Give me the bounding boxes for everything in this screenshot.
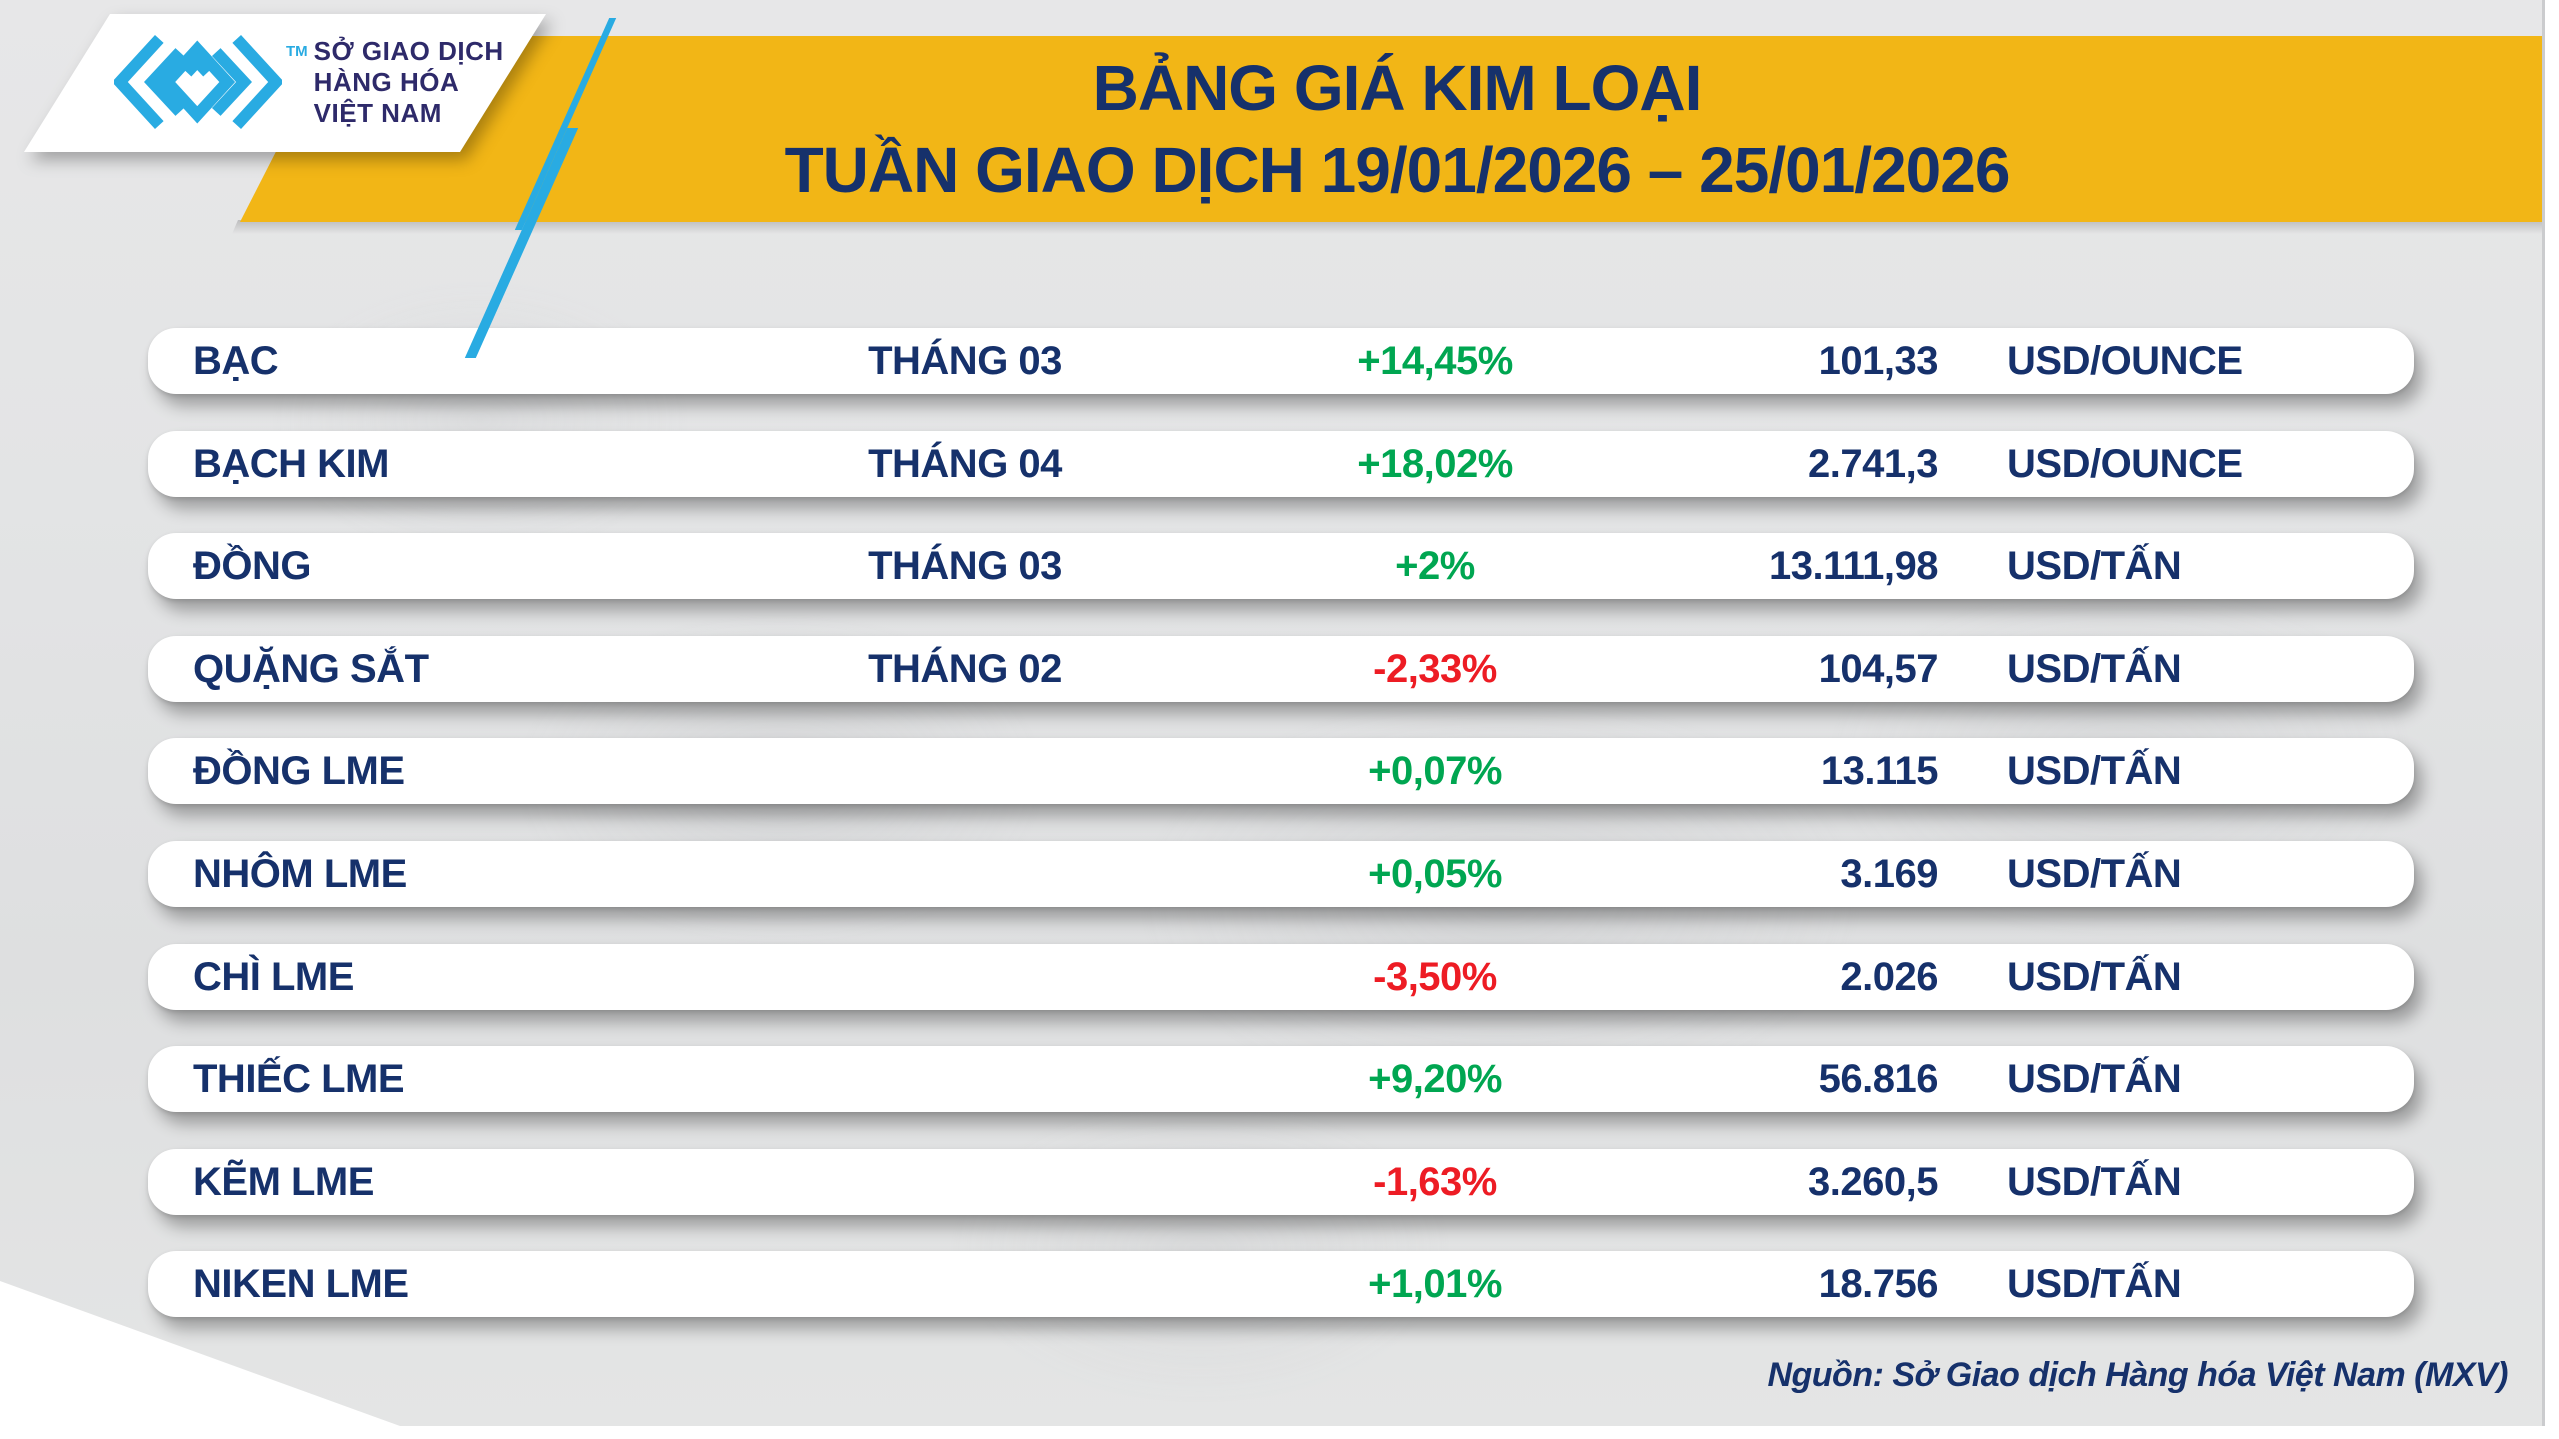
price-unit: USD/TẤN bbox=[2007, 544, 2182, 589]
weekly-change: +14,45% bbox=[1357, 339, 1513, 383]
exchange-name: SỞ GIAO DỊCH HÀNG HÓA VIỆT NAM bbox=[314, 36, 504, 129]
contract-month: THÁNG 03 bbox=[868, 339, 1062, 383]
weekly-change: +9,20% bbox=[1368, 1057, 1502, 1102]
price-value: 18.756 bbox=[1818, 1262, 1939, 1307]
weekly-change: +2% bbox=[1395, 544, 1475, 589]
commodity-name: BẠC bbox=[193, 339, 279, 383]
table-row: ĐỒNG LME +0,07% 13.115 USD/TẤN bbox=[148, 738, 2414, 805]
weekly-change: -2,33% bbox=[1373, 646, 1497, 691]
price-unit: USD/TẤN bbox=[2007, 1159, 2182, 1204]
page-title: BẢNG GIÁ KIM LOẠI bbox=[1092, 52, 1703, 124]
contract-month bbox=[665, 944, 1265, 1010]
price-value: 13.115 bbox=[1820, 749, 1939, 794]
price-unit: USD/TẤN bbox=[2007, 852, 2182, 896]
table-row: THIẾC LME +9,20% 56.816 USD/TẤN bbox=[148, 1046, 2414, 1113]
title-banner: BẢNG GIÁ KIM LOẠI TUẦN GIAO DỊCH 19/01/2… bbox=[240, 36, 2542, 222]
price-value: 56.816 bbox=[1818, 1057, 1939, 1102]
weekly-change: -3,50% bbox=[1373, 954, 1497, 999]
contract-month bbox=[665, 841, 1265, 907]
banner-shadow bbox=[232, 220, 2542, 234]
contract-month: THÁNG 04 bbox=[868, 441, 1062, 486]
price-value: 104,57 bbox=[1818, 646, 1939, 691]
table-row: QUẶNG SẮT THÁNG 02 -2,33% 104,57 USD/TẤN bbox=[148, 635, 2414, 702]
contract-month bbox=[665, 1046, 1265, 1112]
commodity-name: ĐỒNG bbox=[193, 544, 312, 589]
trademark-mark: TM bbox=[286, 42, 308, 60]
page-subtitle: TUẦN GIAO DỊCH 19/01/2026 – 25/01/2026 bbox=[784, 134, 2011, 206]
table-row: BẠCH KIM THÁNG 04 +18,02% 2.741,3 USD/OU… bbox=[148, 430, 2414, 497]
weekly-change: +0,05% bbox=[1368, 852, 1502, 896]
logo-group: TM SỞ GIAO DỊCH HÀNG HÓA VIỆT NAM bbox=[114, 32, 504, 132]
contract-month bbox=[665, 738, 1265, 804]
exchange-name-line1: SỞ GIAO DỊCH bbox=[313, 35, 504, 66]
commodity-name: NIKEN LME bbox=[193, 1262, 409, 1307]
exchange-name-line2: HÀNG HÓA bbox=[313, 66, 460, 97]
table-row: KẼM LME -1,63% 3.260,5 USD/TẤN bbox=[148, 1148, 2414, 1215]
price-value: 2.741,3 bbox=[1808, 441, 1938, 486]
commodity-name: NHÔM LME bbox=[193, 852, 407, 896]
exchange-name-line3: VIỆT NAM bbox=[313, 97, 442, 128]
price-unit: USD/TẤN bbox=[2007, 1057, 2182, 1102]
weekly-change: +1,01% bbox=[1368, 1262, 1502, 1307]
price-unit: USD/OUNCE bbox=[2007, 339, 2243, 383]
price-unit: USD/TẤN bbox=[2007, 749, 2182, 794]
commodity-name: KẼM LME bbox=[193, 1159, 374, 1204]
price-value: 3.260,5 bbox=[1808, 1159, 1938, 1204]
contract-month bbox=[665, 1251, 1265, 1317]
price-value: 13.111,98 bbox=[1768, 544, 1939, 589]
weekly-change: -1,63% bbox=[1373, 1159, 1497, 1204]
commodity-name: THIẾC LME bbox=[193, 1057, 405, 1102]
source-note: Nguồn: Sở Giao dịch Hàng hóa Việt Nam (M… bbox=[1767, 1356, 2508, 1394]
weekly-change: +0,07% bbox=[1368, 749, 1502, 794]
logo-plate-background bbox=[24, 14, 546, 152]
price-unit: USD/TẤN bbox=[2007, 1262, 2182, 1307]
table-row: NIKEN LME +1,01% 18.756 USD/TẤN bbox=[148, 1251, 2414, 1318]
price-value: 2.026 bbox=[1840, 954, 1938, 999]
commodity-name: ĐỒNG LME bbox=[193, 749, 405, 794]
contract-month: THÁNG 03 bbox=[868, 544, 1062, 589]
mxv-chevron-logo-icon bbox=[114, 34, 282, 130]
commodity-name: BẠCH KIM bbox=[193, 441, 389, 486]
title-block: BẢNG GIÁ KIM LOẠI TUẦN GIAO DỊCH 19/01/2… bbox=[240, 36, 2542, 222]
price-unit: USD/TẤN bbox=[2007, 954, 2182, 999]
contract-month bbox=[665, 1149, 1265, 1215]
mxv-logo-plate: TM SỞ GIAO DỊCH HÀNG HÓA VIỆT NAM bbox=[18, 14, 738, 152]
commodity-name: CHÌ LME bbox=[193, 954, 354, 999]
table-row: ĐỒNG THÁNG 03 +2% 13.111,98 USD/TẤN bbox=[148, 533, 2414, 600]
price-value: 101,33 bbox=[1818, 339, 1939, 383]
price-unit: USD/TẤN bbox=[2007, 646, 2182, 691]
contract-month: THÁNG 02 bbox=[868, 646, 1062, 691]
price-unit: USD/OUNCE bbox=[2007, 441, 2243, 486]
price-value: 3.169 bbox=[1840, 852, 1938, 896]
table-row: BẠC THÁNG 03 +14,45% 101,33 USD/OUNCE bbox=[148, 328, 2414, 394]
table-row: NHÔM LME +0,05% 3.169 USD/TẤN bbox=[148, 841, 2414, 907]
commodity-name: QUẶNG SẮT bbox=[193, 646, 429, 691]
weekly-change: +18,02% bbox=[1357, 441, 1513, 486]
table-row: CHÌ LME -3,50% 2.026 USD/TẤN bbox=[148, 943, 2414, 1010]
